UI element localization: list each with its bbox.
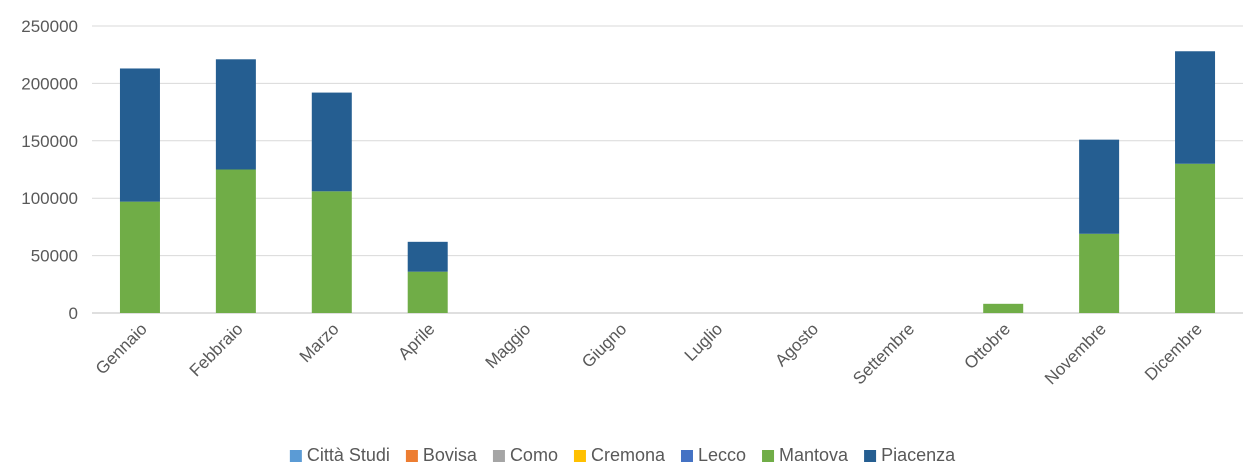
legend-label: Mantova bbox=[779, 445, 849, 465]
legend-swatch bbox=[680, 450, 693, 462]
legend-item: Bovisa bbox=[405, 445, 478, 465]
legend-item: Mantova bbox=[762, 445, 849, 465]
legend-label: Cremona bbox=[591, 445, 666, 465]
y-tick-label: 250000 bbox=[21, 17, 78, 36]
bar-mantova-dicembre bbox=[1175, 163, 1216, 313]
bar-piacenza-gennaio bbox=[119, 68, 160, 202]
legend-label: Città Studi bbox=[307, 445, 390, 465]
legend-swatch bbox=[573, 450, 586, 462]
bar-mantova-ottobre bbox=[983, 303, 1024, 313]
bar-piacenza-aprile bbox=[407, 241, 448, 272]
y-tick-label: 200000 bbox=[21, 74, 78, 93]
x-tick-label: Ottobre bbox=[961, 319, 1015, 373]
legend-swatch bbox=[289, 450, 302, 462]
y-tick-label: 150000 bbox=[21, 132, 78, 151]
bar-mantova-aprile bbox=[407, 271, 448, 313]
legend-label: Como bbox=[510, 445, 558, 465]
bar-piacenza-marzo bbox=[311, 92, 352, 192]
legend-label: Piacenza bbox=[881, 445, 956, 465]
x-tick-label: Luglio bbox=[681, 319, 727, 365]
bar-mantova-marzo bbox=[311, 191, 352, 313]
x-tick-label: Marzo bbox=[296, 319, 343, 366]
bar-mantova-febbraio bbox=[215, 169, 256, 313]
bar-mantova-novembre bbox=[1079, 233, 1120, 313]
legend-swatch bbox=[492, 450, 505, 462]
legend-label: Bovisa bbox=[423, 445, 478, 465]
x-tick-label: Settembre bbox=[849, 319, 918, 388]
bars bbox=[119, 51, 1216, 313]
legend-item: Como bbox=[492, 445, 558, 465]
x-tick-label: Dicembre bbox=[1141, 319, 1206, 384]
x-tick-label: Novembre bbox=[1041, 319, 1110, 388]
legend-item: Città Studi bbox=[289, 445, 390, 465]
legend-item: Piacenza bbox=[864, 445, 956, 465]
bar-piacenza-febbraio bbox=[215, 59, 256, 170]
y-tick-label: 0 bbox=[69, 304, 78, 323]
y-tick-label: 100000 bbox=[21, 189, 78, 208]
x-tick-label: Febbraio bbox=[186, 319, 247, 380]
legend-item: Cremona bbox=[573, 445, 666, 465]
legend: Città Studi Bovisa Como Cremona Lecco Mantova… bbox=[289, 445, 956, 465]
x-tick-label: Maggio bbox=[482, 319, 535, 372]
x-tick-label: Gennaio bbox=[92, 319, 151, 378]
bar-piacenza-novembre bbox=[1079, 139, 1120, 234]
x-tick-label: Giugno bbox=[578, 319, 630, 371]
bar-piacenza-dicembre bbox=[1175, 51, 1216, 164]
gridlines bbox=[92, 25, 1243, 314]
legend-item: Lecco bbox=[680, 445, 746, 465]
legend-swatch bbox=[864, 450, 877, 462]
legend-label: Lecco bbox=[698, 445, 746, 465]
x-tick-label: Agosto bbox=[771, 319, 822, 370]
bar-mantova-gennaio bbox=[119, 201, 160, 313]
y-axis-ticks: 0 50000 100000 150000 200000 250000 bbox=[21, 17, 78, 323]
x-axis-ticks: Gennaio Febbraio Marzo Aprile Maggio Giugno Lu… bbox=[92, 319, 1206, 388]
y-tick-label: 50000 bbox=[31, 247, 78, 266]
x-tick-label: Aprile bbox=[394, 319, 438, 363]
legend-swatch bbox=[762, 450, 775, 462]
legend-swatch bbox=[405, 450, 418, 462]
